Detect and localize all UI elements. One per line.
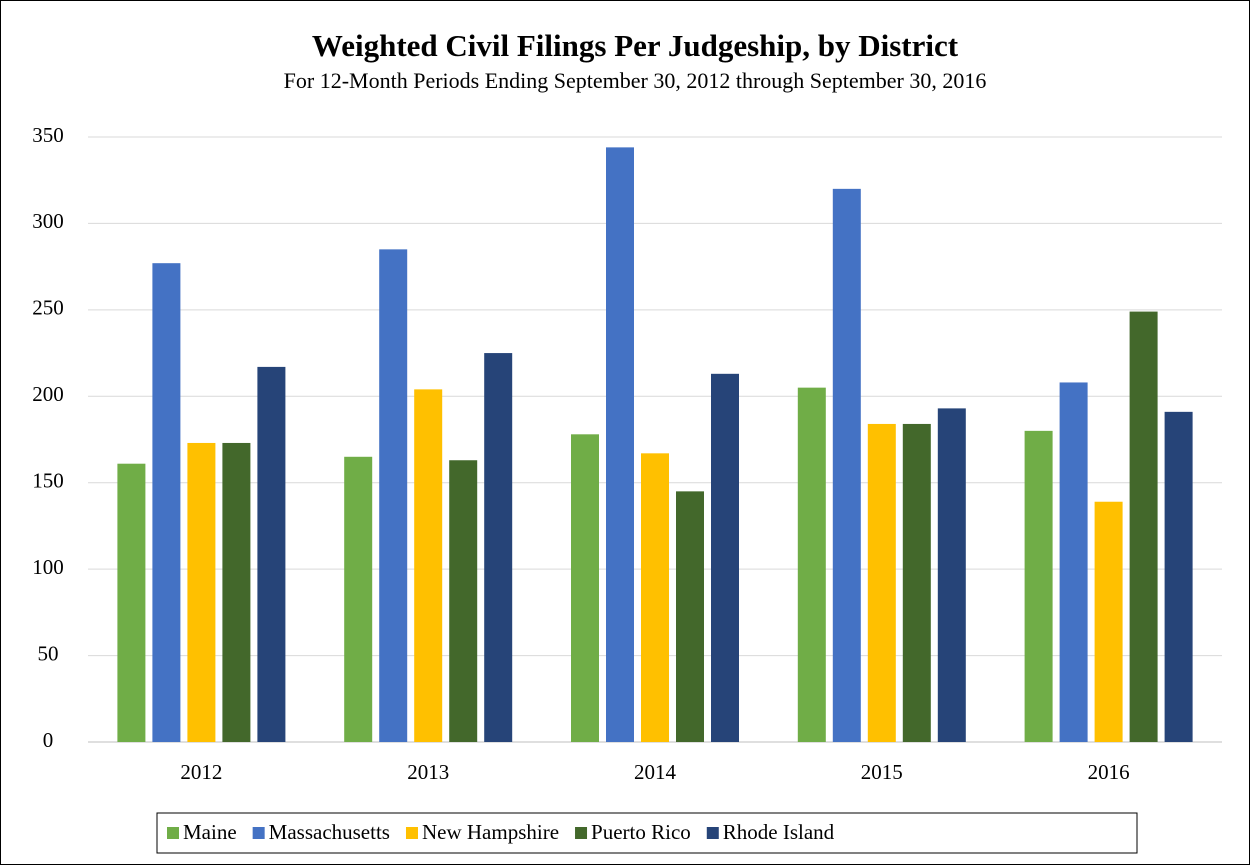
y-tick-label: 150 xyxy=(32,469,64,493)
y-tick-label: 50 xyxy=(38,641,59,665)
x-tick-label: 2012 xyxy=(180,760,222,784)
bar xyxy=(711,373,739,742)
bar xyxy=(641,453,669,742)
bar xyxy=(1129,311,1158,742)
y-tick-label: 0 xyxy=(43,728,54,752)
x-tick-label: 2015 xyxy=(861,760,903,784)
y-tick-label: 250 xyxy=(32,296,64,320)
bar xyxy=(1024,430,1053,742)
legend-marker xyxy=(575,827,588,839)
x-tick-label: 2014 xyxy=(634,760,677,784)
bar xyxy=(571,434,599,742)
legend-label: Massachusetts xyxy=(269,820,390,844)
legend-marker xyxy=(706,827,719,839)
legend-label: Puerto Rico xyxy=(591,820,691,844)
bar xyxy=(152,263,181,742)
bar xyxy=(1164,411,1193,742)
bar xyxy=(187,442,216,742)
bar xyxy=(867,423,896,742)
bar xyxy=(937,408,966,742)
bar xyxy=(606,147,634,742)
legend-label: Rhode Island xyxy=(723,820,835,844)
chart-subtitle: For 12-Month Periods Ending September 30… xyxy=(284,68,987,93)
legend-label: New Hampshire xyxy=(422,820,559,844)
bar xyxy=(117,463,146,742)
bar xyxy=(414,389,443,742)
y-tick-label: 300 xyxy=(32,209,64,233)
y-tick-label: 200 xyxy=(32,382,64,406)
bar xyxy=(1059,382,1088,742)
bar xyxy=(484,353,513,742)
bar xyxy=(832,188,861,742)
legend-marker xyxy=(167,827,179,839)
legend-marker xyxy=(405,827,418,839)
bar xyxy=(257,366,286,742)
x-tick-label: 2016 xyxy=(1088,760,1130,784)
x-tick-label: 2013 xyxy=(407,760,449,784)
bar xyxy=(379,249,408,742)
bar xyxy=(222,442,251,742)
legend-box xyxy=(156,812,1138,854)
bar xyxy=(449,460,478,742)
y-tick-label: 350 xyxy=(32,123,64,147)
bar xyxy=(902,423,931,742)
legend-marker xyxy=(252,827,265,839)
y-tick-label: 100 xyxy=(32,555,64,579)
bar xyxy=(344,456,373,742)
legend-label: Maine xyxy=(183,820,237,844)
bar xyxy=(797,387,826,742)
chart-title: Weighted Civil Filings Per Judgeship, by… xyxy=(312,28,959,63)
bar xyxy=(676,491,704,742)
bar xyxy=(1094,501,1123,742)
